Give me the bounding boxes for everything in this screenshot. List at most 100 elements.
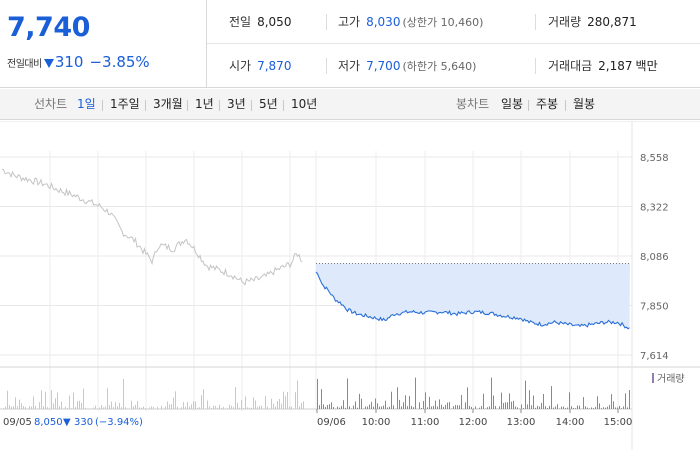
tab-3year[interactable]: 3년 (227, 97, 246, 111)
volume-bar (277, 401, 278, 409)
price-chart[interactable]: 8,558 8,322 8,086 7,850 7,614 09/06 10:00 11:0… (0, 121, 700, 450)
volume-bar (587, 407, 588, 409)
volume-bar (79, 400, 80, 409)
volume-bar (385, 400, 386, 409)
volume-bar (161, 405, 162, 409)
volume-bar (65, 406, 66, 409)
divider (326, 58, 327, 74)
divider (326, 14, 327, 30)
tab-1week[interactable]: 1주일 (110, 97, 140, 111)
volume-bar (29, 406, 30, 409)
volume-legend: 거래량 (652, 373, 685, 385)
volume-bar (355, 401, 356, 409)
volume-bar (225, 408, 226, 409)
volume-bar (55, 398, 56, 409)
volume-bar (45, 391, 46, 409)
volume-bar (115, 402, 116, 409)
volume-bar (241, 400, 242, 409)
volume-bar (485, 408, 486, 409)
volume-bar (339, 407, 340, 409)
change-row: 전일대비 310 −3.85% (7, 53, 150, 71)
volume-bar (41, 390, 42, 409)
stat-label: 전일 (229, 15, 252, 29)
volume-bar (173, 397, 174, 409)
volume-bar (43, 406, 44, 409)
volume-bar (363, 408, 364, 409)
volume-bar (139, 407, 140, 409)
tab-1day[interactable]: 1일 (77, 97, 96, 111)
volume-bar (579, 405, 580, 409)
tab-weekly-candle[interactable]: 주봉 (536, 97, 559, 111)
volume-bar (593, 408, 594, 409)
volume-bar (47, 407, 48, 409)
volume-bar (381, 406, 382, 409)
today-price-line (315, 271, 630, 330)
volume-bar (211, 408, 212, 409)
volume-bar (247, 407, 248, 409)
volume-bar (69, 395, 70, 409)
volume-bar (371, 401, 372, 409)
y-tick-label: 7,850 (640, 302, 669, 313)
tab-5year[interactable]: 5년 (259, 97, 278, 111)
volume-bar (379, 406, 380, 409)
volume-bar (575, 408, 576, 409)
stat-row-2: 시가 7,870 저가 7,700 (하한가 5,640) 거래대금 2,187 백만 (207, 44, 700, 88)
quote-header: 7,740 전일대비 310 −3.85% 전일 8,050 고가 8,030 (상한가 … (0, 0, 700, 88)
volume-bar (629, 390, 630, 409)
tab-10year[interactable]: 10년 (291, 97, 318, 111)
volume-bar (589, 408, 590, 409)
volume-bar (209, 406, 210, 409)
volume-bar (441, 404, 442, 409)
volume-bar (117, 406, 118, 409)
volume-bar (93, 407, 94, 409)
volume-bar (39, 402, 40, 409)
volume-bar (317, 379, 318, 409)
volume-bar (451, 408, 452, 409)
volume-bar (9, 405, 10, 409)
volume-bar (149, 407, 150, 409)
volume-bar (603, 407, 604, 409)
volume-bar (177, 406, 178, 409)
volume-bar (487, 407, 488, 409)
y-tick-label: 8,558 (640, 153, 669, 164)
volume-bar (423, 401, 424, 409)
volume-bar (419, 402, 420, 409)
tab-3month[interactable]: 3개월 (153, 97, 183, 111)
tab-monthly-candle[interactable]: 월봉 (573, 97, 596, 111)
volume-bar (607, 406, 608, 409)
volume-bar (361, 398, 362, 409)
volume-bar (543, 394, 544, 409)
stat-label: 시가 (229, 59, 252, 73)
volume-bar (473, 408, 474, 409)
volume-bar (227, 408, 228, 409)
volume-bar (143, 406, 144, 409)
volume-bar (605, 407, 606, 409)
volume-bar (51, 390, 52, 409)
volume-bar (541, 402, 542, 409)
footer-close: 8,050 (34, 417, 63, 428)
volume-bar (375, 398, 376, 409)
volume-bar (553, 407, 554, 409)
volume-bar (157, 406, 158, 409)
tab-daily-candle[interactable]: 일봉 (501, 97, 524, 111)
tab-1year[interactable]: 1년 (195, 97, 214, 111)
stat-value: 7,870 (257, 59, 292, 73)
volume-bar (303, 401, 304, 409)
volume-bar (7, 390, 8, 409)
down-triangle-icon (43, 59, 54, 68)
volume-bar (387, 407, 388, 409)
volume-bar (5, 406, 6, 409)
prev-day-footer: 09/05 8,050 ▼ 330 (−3.94%) (3, 417, 143, 428)
volume-bar (67, 408, 68, 409)
volume-bar (521, 404, 522, 409)
volume-bar (201, 395, 202, 409)
volume-bar (545, 406, 546, 409)
volume-bar (383, 405, 384, 409)
volume-bar (367, 406, 368, 409)
stat-label: 저가 (338, 59, 361, 73)
price-summary: 7,740 전일대비 310 −3.85% (0, 0, 207, 88)
change-label: 전일대비 (7, 59, 42, 70)
stat-value: 8,030 (366, 15, 401, 29)
volume-bar (289, 406, 290, 409)
